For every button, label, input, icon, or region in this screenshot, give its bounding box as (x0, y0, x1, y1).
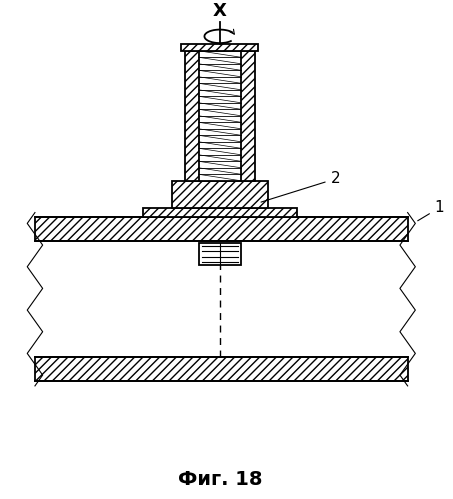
Bar (35, 242, 408, 357)
Bar (143, 208, 297, 218)
Bar (35, 218, 408, 242)
Bar (172, 181, 268, 208)
Bar (35, 357, 408, 381)
Bar (199, 244, 241, 264)
Bar (241, 51, 255, 181)
Bar (143, 208, 297, 218)
Text: X: X (213, 2, 227, 20)
Bar (35, 357, 408, 381)
Text: 3: 3 (0, 498, 1, 499)
Text: 2: 2 (261, 171, 340, 202)
Bar (172, 181, 268, 208)
Text: 1: 1 (418, 200, 444, 221)
Text: Фиг. 18: Фиг. 18 (178, 470, 262, 489)
Bar (181, 44, 258, 51)
Bar (185, 51, 199, 181)
Bar (181, 44, 258, 51)
Bar (241, 51, 255, 181)
Bar (35, 218, 408, 242)
Bar (185, 51, 199, 181)
